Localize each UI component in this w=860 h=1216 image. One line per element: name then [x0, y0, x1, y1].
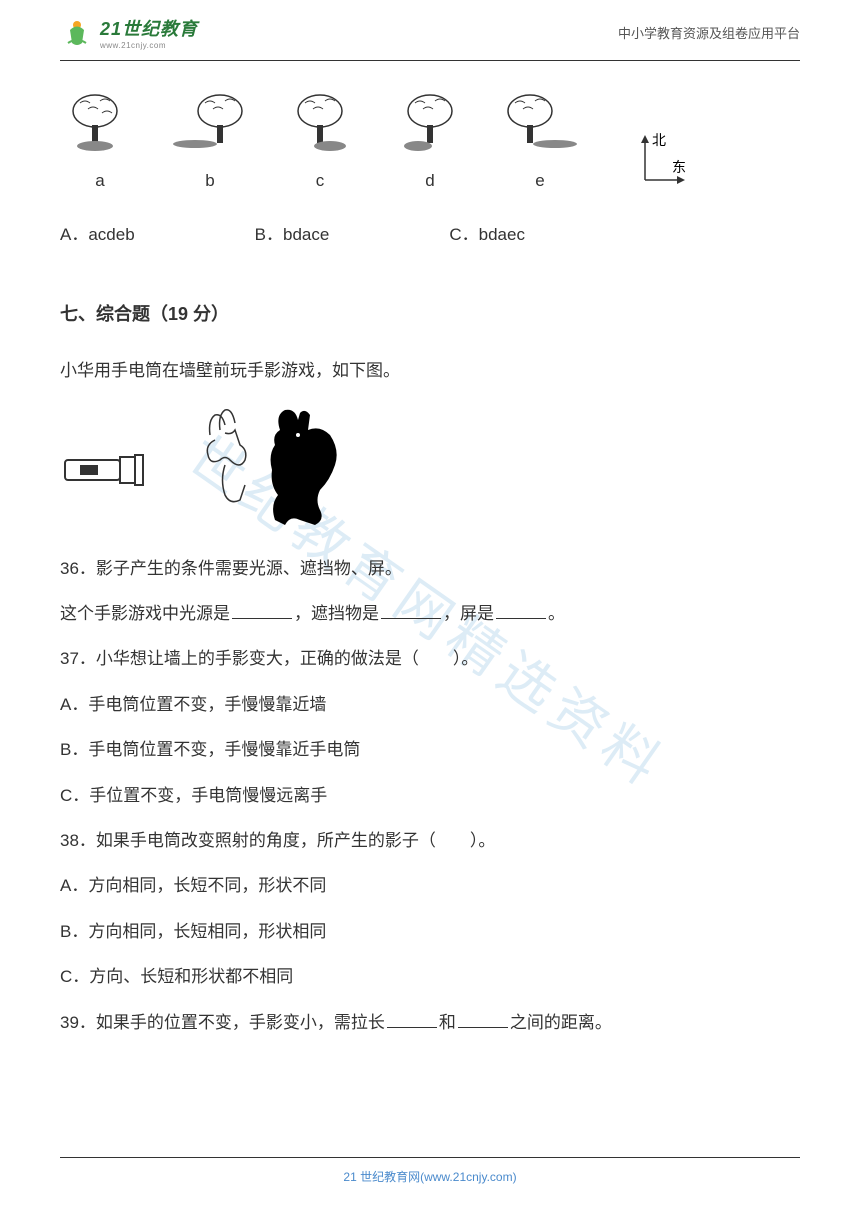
logo: 21世纪教育 www.21cnjy.com — [60, 15, 198, 50]
tree-c: c — [280, 91, 360, 200]
logo-text: 21世纪教育 www.21cnjy.com — [100, 15, 198, 50]
q38-opt-b: B．方向相同，长短相同，形状相同 — [60, 913, 800, 950]
hand-shadow-icon — [190, 405, 360, 535]
page-content: a b c — [0, 61, 860, 1069]
q37-question: 37．小华想让墙上的手影变大，正确的做法是（ ）。 — [60, 640, 800, 677]
logo-main-text: 21世纪教育 — [100, 15, 198, 41]
q39-text-2: 和 — [439, 1013, 456, 1032]
q36-text-1: 这个手影游戏中光源是 — [60, 604, 230, 623]
page-footer: 21 世纪教育网(www.21cnjy.com) — [60, 1157, 800, 1186]
question-35-options: A．acdeb B．bdace C．bdaec — [60, 215, 800, 254]
q38-opt-c: C．方向、长短和形状都不相同 — [60, 958, 800, 995]
q37-opt-b: B．手电筒位置不变，手慢慢靠近手电筒 — [60, 731, 800, 768]
q39-text-1: 39．如果手的位置不变，手影变小，需拉长 — [60, 1013, 385, 1032]
logo-icon — [60, 15, 95, 50]
q38-question: 38．如果手电筒改变照射的角度，所产生的影子（ ）。 — [60, 822, 800, 859]
q39-blank-1[interactable] — [387, 1011, 437, 1028]
shadow-game-illustration — [60, 405, 800, 535]
footer-text: 21 世纪教育网(www.21cnjy.com) — [343, 1170, 516, 1184]
q36-line1: 36．影子产生的条件需要光源、遮挡物、屏。 — [60, 550, 800, 587]
tree-e: e — [500, 91, 580, 200]
option-35-a: A．acdeb — [60, 215, 135, 254]
tree-label-c: c — [316, 161, 325, 200]
trees-illustration: a b c — [60, 91, 800, 200]
tree-b: b — [170, 91, 250, 200]
header-right-text: 中小学教育资源及组卷应用平台 — [618, 23, 800, 42]
q37-opt-a: A．手电筒位置不变，手慢慢靠近墙 — [60, 686, 800, 723]
q37-opt-c: C．手位置不变，手电筒慢慢远离手 — [60, 777, 800, 814]
tree-label-b: b — [205, 161, 214, 200]
option-35-c: C．bdaec — [449, 215, 525, 254]
q38-opt-a: A．方向相同，长短不同，形状不同 — [60, 867, 800, 904]
section-7-header: 七、综合题（19 分） — [60, 294, 800, 335]
tree-a: a — [60, 91, 140, 200]
q36-text-3: ，屏是 — [443, 604, 494, 623]
q39-blank-2[interactable] — [458, 1011, 508, 1028]
q36-text-2: ，遮挡物是 — [294, 604, 379, 623]
compass-east-label: 东 — [672, 159, 686, 175]
tree-d: d — [390, 91, 470, 200]
q39-text-3: 之间的距离。 — [510, 1013, 612, 1032]
compass-north-label: 北 — [652, 132, 666, 148]
page-header: 21世纪教育 www.21cnjy.com 中小学教育资源及组卷应用平台 — [60, 0, 800, 61]
q36-blank-3[interactable] — [496, 602, 546, 619]
flashlight-icon — [60, 445, 160, 495]
tree-label-e: e — [535, 161, 544, 200]
q36-blank-2[interactable] — [381, 602, 441, 619]
section-7-intro: 小华用手电筒在墙壁前玩手影游戏，如下图。 — [60, 351, 800, 390]
option-35-b: B．bdace — [255, 215, 330, 254]
q39-question: 39．如果手的位置不变，手影变小，需拉长 和 之间的距离。 — [60, 1004, 800, 1041]
q36-line2: 这个手影游戏中光源是 ，遮挡物是 ，屏是 。 — [60, 595, 800, 632]
tree-label-a: a — [95, 161, 104, 200]
q36-blank-1[interactable] — [232, 602, 292, 619]
tree-label-d: d — [425, 161, 434, 200]
q36-text-4: 。 — [548, 604, 565, 623]
compass: 北 东 — [620, 130, 690, 200]
logo-sub-text: www.21cnjy.com — [100, 41, 198, 50]
